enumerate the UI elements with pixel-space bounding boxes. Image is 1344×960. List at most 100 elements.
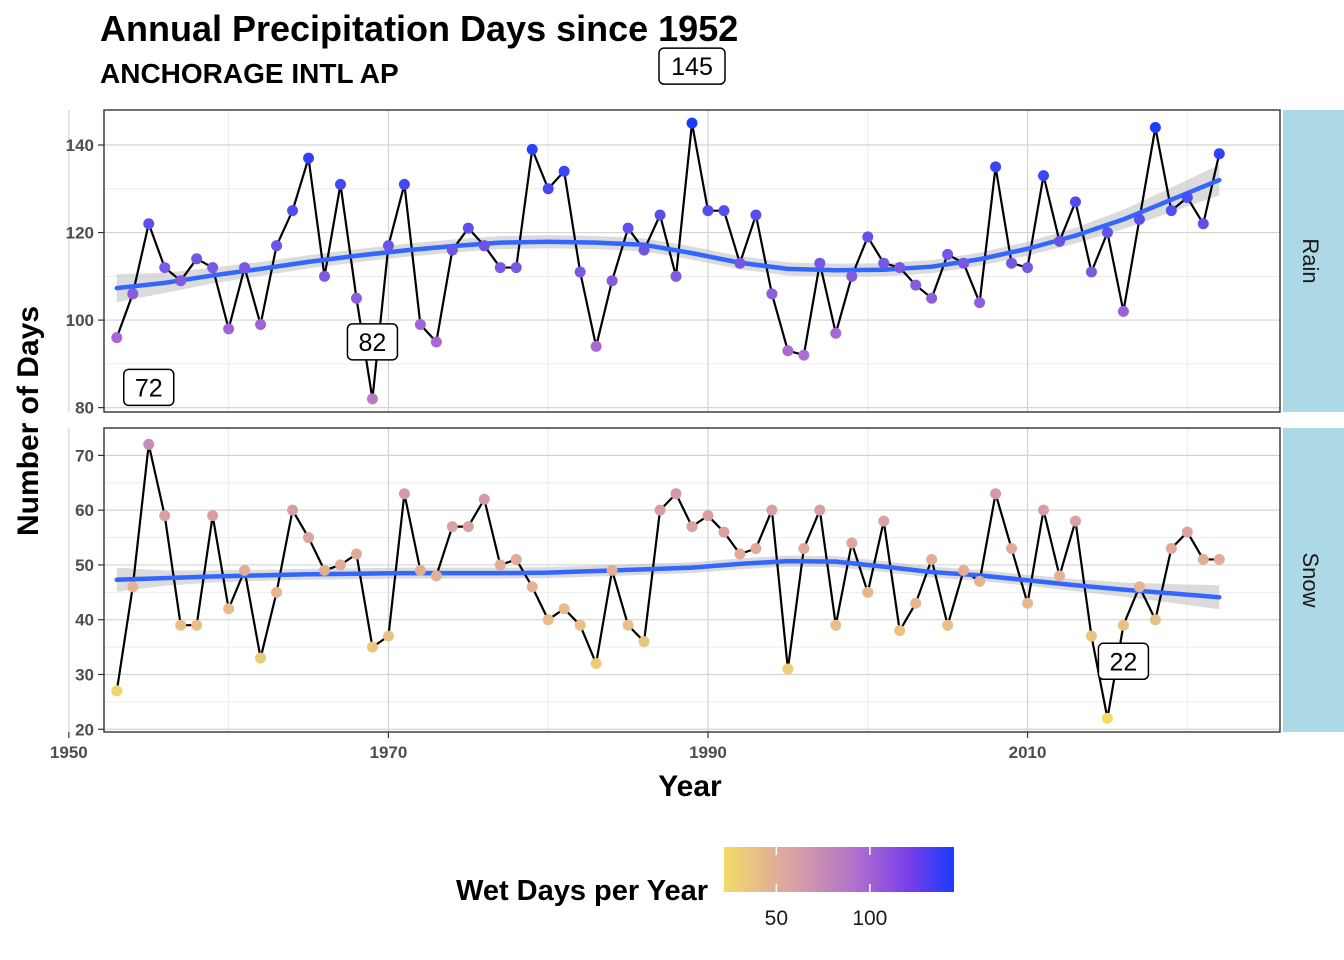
data-point bbox=[494, 262, 506, 274]
data-point bbox=[159, 262, 171, 274]
y-tick-label: 120 bbox=[66, 224, 94, 243]
data-point bbox=[494, 559, 506, 571]
data-point bbox=[350, 292, 362, 304]
data-point bbox=[1213, 553, 1225, 565]
data-point bbox=[1054, 235, 1065, 247]
data-point bbox=[430, 570, 442, 582]
data-point bbox=[718, 205, 730, 217]
data-point bbox=[430, 336, 442, 348]
facet-strip-label: Snow bbox=[1298, 552, 1323, 607]
data-point bbox=[319, 564, 330, 576]
data-point bbox=[574, 619, 586, 631]
data-point bbox=[1006, 257, 1018, 269]
data-point bbox=[1038, 504, 1050, 516]
panel-border bbox=[103, 427, 1281, 733]
legend-ticks: 50 100 bbox=[765, 847, 887, 930]
data-point bbox=[974, 297, 986, 309]
annotation-box bbox=[122, 368, 175, 407]
data-point bbox=[446, 244, 458, 256]
data-point bbox=[510, 262, 522, 274]
rain-panel: 80 100 120 140 82 145 Rain bbox=[66, 47, 1344, 418]
data-point bbox=[782, 345, 794, 357]
data-point bbox=[111, 332, 123, 344]
data-point bbox=[398, 178, 410, 190]
data-point bbox=[910, 597, 922, 609]
data-point bbox=[894, 625, 906, 637]
data-point bbox=[1101, 227, 1113, 239]
y-tick-label: 70 bbox=[75, 446, 94, 465]
facet-strip bbox=[1283, 110, 1344, 412]
data-point bbox=[830, 619, 842, 631]
data-point bbox=[558, 165, 570, 177]
data-point bbox=[526, 581, 538, 593]
data-point bbox=[1022, 262, 1034, 274]
data-point bbox=[606, 564, 618, 576]
data-point bbox=[734, 257, 746, 269]
data-point bbox=[1181, 526, 1193, 538]
y-axis-title: Number of Days bbox=[12, 306, 45, 536]
data-point bbox=[127, 581, 139, 593]
data-point bbox=[143, 438, 155, 450]
data-point bbox=[750, 543, 762, 555]
data-point bbox=[175, 275, 187, 287]
data-point bbox=[574, 266, 586, 278]
y-tick-label: 60 bbox=[75, 501, 94, 520]
data-point bbox=[239, 262, 251, 274]
data-point bbox=[350, 548, 362, 560]
legend-tick-label: 100 bbox=[852, 907, 887, 930]
data-point bbox=[271, 240, 283, 252]
x-axis: 1950 1970 1990 2010 bbox=[50, 732, 1047, 762]
data-point bbox=[255, 652, 267, 664]
panel-border bbox=[103, 109, 1281, 413]
y-tick-label: 100 bbox=[66, 311, 94, 330]
data-point bbox=[287, 205, 299, 217]
data-point bbox=[1038, 170, 1050, 182]
smooth-line bbox=[114, 558, 1222, 600]
data-point bbox=[462, 521, 474, 533]
data-point bbox=[366, 641, 378, 653]
data-point bbox=[942, 619, 954, 631]
data-point bbox=[958, 564, 970, 576]
data-point bbox=[654, 504, 666, 516]
data-point bbox=[590, 340, 602, 352]
data-point bbox=[622, 222, 634, 234]
data-point bbox=[223, 323, 235, 335]
data-point bbox=[366, 393, 378, 405]
data-point bbox=[718, 526, 730, 538]
data-point bbox=[814, 257, 826, 269]
data-point bbox=[223, 603, 235, 615]
data-point bbox=[414, 564, 426, 576]
annotation-box bbox=[658, 47, 726, 85]
data-point bbox=[638, 244, 650, 256]
x-tick-label: 1950 bbox=[50, 743, 88, 762]
data-point bbox=[1181, 192, 1193, 204]
x-tick-label: 2010 bbox=[1009, 743, 1047, 762]
y-tick-label: 50 bbox=[75, 556, 94, 575]
data-point bbox=[207, 262, 219, 274]
annotation-label: 72 bbox=[135, 374, 163, 402]
data-point bbox=[686, 117, 698, 129]
annotation-label: 22 bbox=[1110, 648, 1138, 676]
data-point bbox=[1085, 266, 1097, 278]
data-point bbox=[1117, 619, 1129, 631]
data-point bbox=[542, 614, 554, 626]
data-point bbox=[1022, 597, 1034, 609]
y-tick-label: 140 bbox=[66, 136, 94, 155]
annotation-box bbox=[346, 323, 399, 361]
data-point bbox=[958, 257, 970, 269]
data-point bbox=[303, 152, 315, 164]
x-axis-title: Year bbox=[658, 770, 722, 803]
data-point bbox=[814, 504, 826, 516]
data-point bbox=[862, 586, 874, 598]
data-point bbox=[382, 240, 394, 252]
y-tick-label: 20 bbox=[75, 720, 94, 739]
data-point bbox=[1197, 218, 1209, 230]
data-point bbox=[558, 603, 570, 615]
data-point bbox=[830, 327, 842, 339]
data-point bbox=[478, 493, 490, 505]
data-point bbox=[334, 559, 346, 571]
data-point bbox=[1069, 196, 1081, 208]
data-point bbox=[766, 504, 778, 516]
data-point bbox=[239, 564, 251, 576]
data-point bbox=[702, 510, 714, 522]
